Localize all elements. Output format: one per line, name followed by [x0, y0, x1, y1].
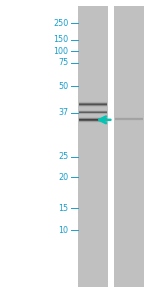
Text: 37: 37 — [58, 108, 68, 117]
Text: 100: 100 — [53, 47, 68, 56]
Bar — [114, 6, 144, 287]
Text: 2: 2 — [126, 0, 132, 1]
Text: 250: 250 — [53, 19, 68, 28]
Text: 10: 10 — [58, 226, 68, 234]
Text: 20: 20 — [58, 173, 68, 182]
Text: 1: 1 — [90, 0, 96, 1]
Text: 15: 15 — [58, 204, 68, 212]
Text: 75: 75 — [58, 59, 68, 67]
Text: 50: 50 — [58, 82, 68, 91]
Text: 25: 25 — [58, 152, 68, 161]
Bar — [78, 6, 108, 287]
Text: 150: 150 — [53, 35, 68, 44]
